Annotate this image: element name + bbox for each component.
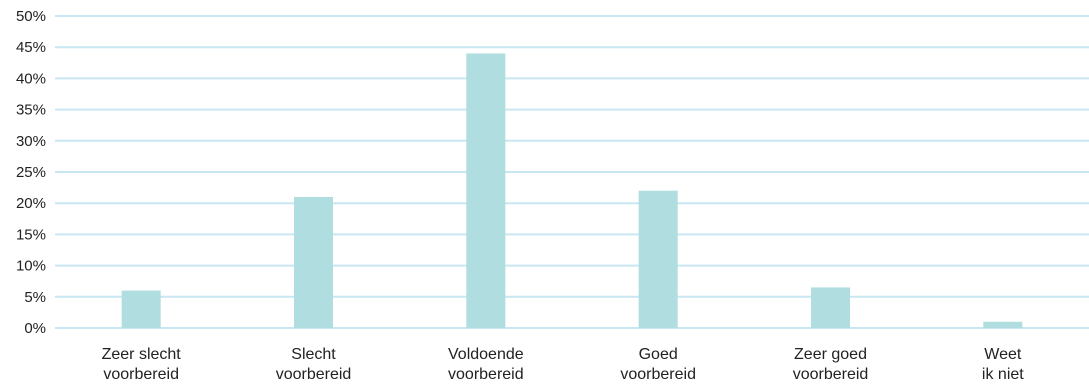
y-tick-label-10: 10% — [16, 258, 46, 275]
bar-1 — [294, 196, 333, 328]
x-category-label-0: Zeer slecht voorbereid — [102, 346, 182, 383]
y-tick-label-5: 5% — [24, 289, 46, 306]
x-category-label-4: Zeer goed voorbereid — [793, 346, 869, 383]
gridlines — [55, 15, 1089, 329]
y-tick-label-15: 15% — [16, 226, 46, 243]
y-tick-label-50: 50% — [16, 8, 46, 25]
y-axis-tick-labels: 0% 5% 10% 15% 20% 25% 30% 35% 40% 45% 50% — [16, 8, 46, 337]
y-tick-label-0: 0% — [24, 320, 46, 337]
y-tick-label-40: 40% — [16, 70, 46, 87]
x-category-label-3: Goed voorbereid — [620, 346, 696, 383]
y-tick-label-45: 45% — [16, 39, 46, 56]
y-tick-label-35: 35% — [16, 102, 46, 119]
x-category-label-2: Voldoende voorbereid — [448, 346, 524, 383]
bar-4 — [811, 287, 850, 328]
y-tick-label-20: 20% — [16, 195, 46, 212]
x-category-label-1: Slecht voorbereid — [276, 346, 352, 383]
y-tick-label-25: 25% — [16, 164, 46, 181]
x-category-label-5: Weet ik niet — [982, 346, 1024, 383]
bars — [121, 53, 1023, 328]
bar-0 — [121, 290, 161, 328]
y-tick-label-30: 30% — [16, 133, 46, 150]
bar-3 — [638, 190, 678, 328]
bar-2 — [466, 53, 506, 328]
x-axis-category-labels: Zeer slecht voorbereid Slecht voorbereid Vol… — [102, 346, 1025, 383]
bar-5 — [983, 321, 1023, 328]
